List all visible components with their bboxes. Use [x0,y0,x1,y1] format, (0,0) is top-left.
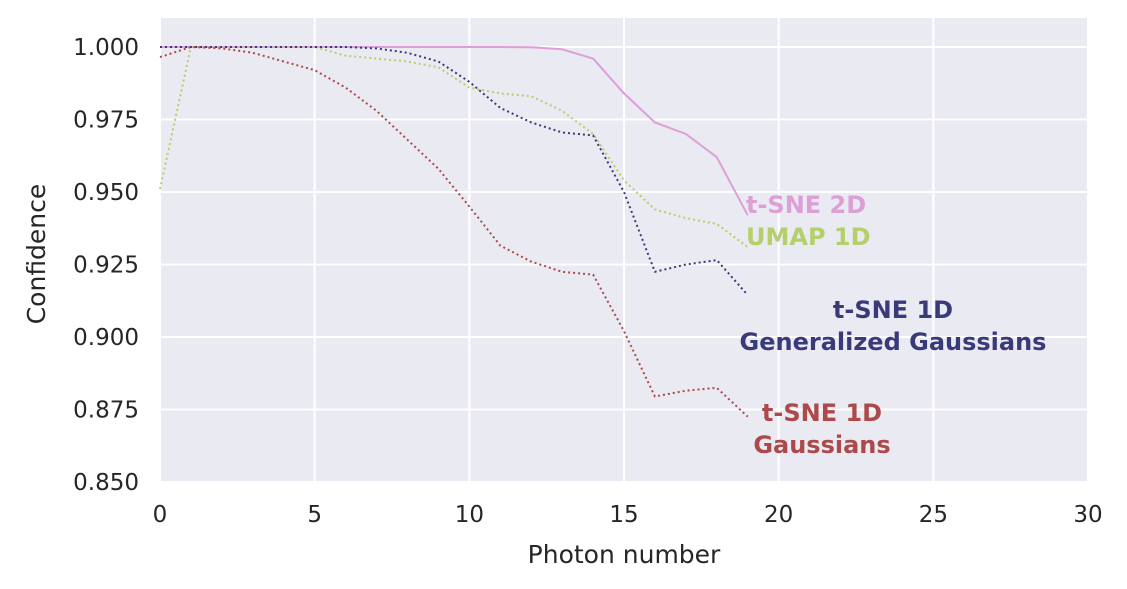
y-tick-label: 0.875 [73,398,139,424]
series-label-4: Gaussians [753,431,890,459]
y-tick-label: 0.975 [73,108,139,134]
y-tick-label: 0.900 [73,325,139,351]
series-labels: t-SNE 2D UMAP 1D t-SNE 1D Generalized Gauss… [740,191,1047,459]
x-tick-label: 30 [1073,502,1102,528]
x-tick-labels: 0 5 10 15 20 25 30 [153,502,1103,528]
x-tick-label: 5 [307,502,322,528]
x-tick-label: 10 [455,502,484,528]
x-tick-label: 25 [919,502,948,528]
y-tick-labels: 0.850 0.875 0.900 0.925 0.950 0.975 1.000 [73,35,139,496]
x-tick-label: 20 [764,502,793,528]
x-axis-title: Photon number [528,540,721,569]
x-tick-label: 0 [153,502,168,528]
series-line-3 [160,46,749,296]
y-tick-label: 0.950 [73,180,139,206]
series-label-3: t-SNE 1D [833,296,953,324]
y-tick-label: 1.000 [73,35,139,61]
series-label-4: t-SNE 1D [762,399,882,427]
series-line-4 [159,46,749,418]
series-lines [159,46,749,418]
series-label-3: Generalized Gaussians [740,328,1047,356]
x-tick-label: 15 [609,502,638,528]
series-label-1: t-SNE 2D [746,191,866,219]
y-axis-title: Confidence [22,184,51,325]
gridlines [159,18,1089,483]
series-label-2: UMAP 1D [746,223,871,251]
y-tick-label: 0.925 [73,253,139,279]
y-tick-label: 0.850 [73,470,139,496]
series-line-1 [160,46,749,216]
